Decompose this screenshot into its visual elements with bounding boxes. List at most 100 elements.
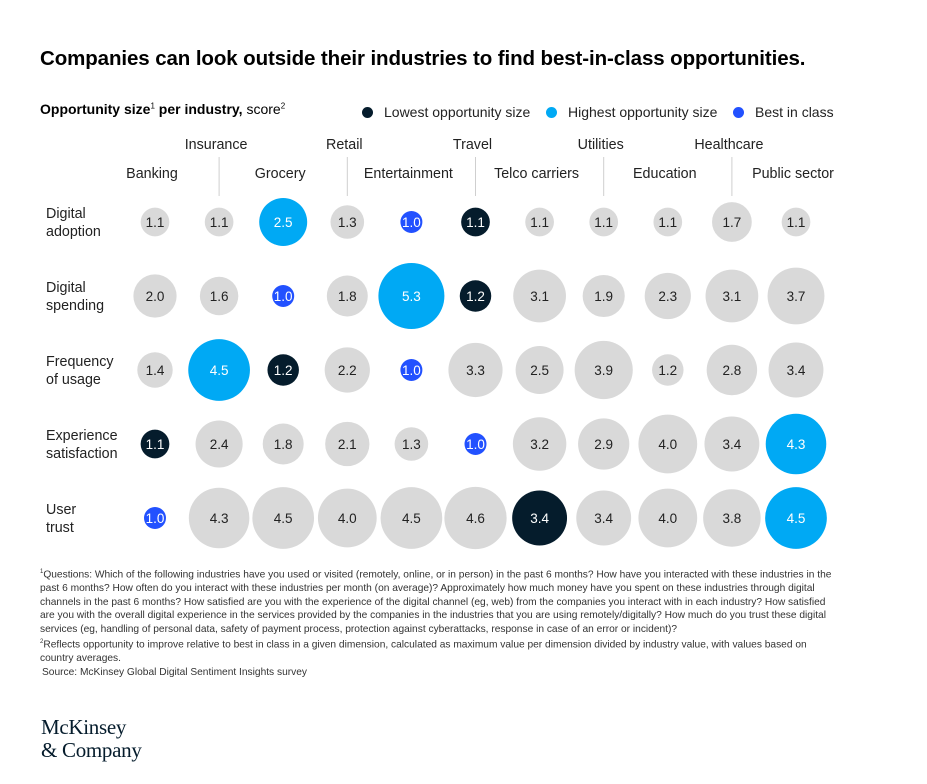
bubble-value-label: 2.8 (723, 363, 742, 378)
footnote-marker-1: 1 (150, 101, 155, 111)
bubble (706, 344, 758, 396)
bubble-value-label: 1.9 (594, 289, 613, 304)
bubble (638, 488, 698, 548)
column-label: Telco carriers (494, 166, 579, 182)
legend-label-lowest: Lowest opportunity size (384, 104, 531, 120)
bubble (525, 207, 554, 237)
bubble-value-label: 3.3 (466, 363, 485, 378)
bubble-chart: Banking Insurance Grocery RetailEntertainme… (46, 137, 834, 550)
bubble (448, 342, 503, 398)
bubble-value-label: 3.7 (787, 289, 806, 304)
row-label: Digital adoption (46, 206, 101, 240)
bubble-value-label: 1.0 (146, 511, 165, 526)
bubble-value-label: 1.1 (146, 437, 165, 452)
footnote-marker-2: 2 (280, 101, 286, 111)
bubble (394, 427, 429, 461)
bubble-value-label: 4.3 (210, 511, 229, 526)
bubble-value-label: 1.2 (466, 289, 485, 304)
bubble (272, 285, 295, 307)
footnote-2-text: Reflects opportunity to improve relative… (40, 639, 807, 665)
bubble-value-label: 3.2 (530, 437, 549, 452)
row-label: Frequency of usage (46, 354, 114, 388)
bubble (140, 429, 170, 459)
footnote-2: 2Reflects opportunity to improve relativ… (40, 636, 840, 666)
bubble-value-label: 3.4 (594, 511, 613, 526)
bubble (578, 418, 630, 470)
bubble-value-label: 1.8 (274, 437, 293, 452)
bubble (380, 487, 443, 549)
bubble-value-label: 3.4 (787, 363, 806, 378)
bubble (400, 359, 423, 381)
bubble-value-label: 1.2 (274, 363, 293, 378)
footnotes: 1Questions: Which of the following indus… (40, 566, 840, 680)
bubble (464, 433, 487, 455)
bubble (140, 207, 170, 237)
chart-title: Companies can look outside their industr… (40, 47, 806, 70)
bubble (768, 342, 824, 398)
bubble-value-label: 4.6 (466, 511, 485, 526)
bubble (262, 423, 304, 465)
bubble-value-label: 2.0 (146, 289, 165, 304)
bubble-value-label: 4.0 (658, 437, 677, 452)
row-label: Experience satisfaction (46, 428, 118, 462)
bubble-value-label: 1.7 (723, 215, 742, 230)
legend-swatch-best (733, 106, 744, 118)
row-label: User trust (46, 502, 76, 536)
bubble (512, 490, 568, 546)
subtitle-measure: Opportunity size (40, 101, 151, 117)
row-label: Digital spending (46, 280, 104, 314)
bubble-value-label: 3.4 (530, 511, 549, 526)
bubble-value-label: 4.0 (338, 511, 357, 526)
bubble-value-label: 2.3 (658, 289, 677, 304)
bubble-value-label: 1.3 (338, 215, 357, 230)
bubble-value-label: 1.1 (210, 215, 229, 230)
bubble-value-label: 5.3 (402, 289, 421, 304)
bubble-value-label: 1.1 (658, 215, 677, 230)
bubble (267, 354, 299, 386)
bubble (704, 416, 760, 472)
bubble (653, 207, 683, 237)
bubble (765, 413, 827, 475)
bubble (765, 487, 827, 549)
bubble (703, 489, 761, 547)
footnote-1: 1Questions: Which of the following indus… (40, 566, 840, 636)
bubble (512, 417, 567, 471)
chart-subtitle: Opportunity size1 per industry, score2 (40, 101, 285, 117)
bubble (515, 346, 564, 394)
bubble (324, 347, 370, 393)
bubble-value-label: 4.5 (274, 511, 293, 526)
bubble (576, 490, 632, 546)
column-label: Retail (326, 137, 363, 153)
bubble-value-label: 1.1 (787, 215, 806, 230)
bubble (459, 280, 492, 312)
bubble-value-label: 1.0 (402, 215, 421, 230)
bubble (325, 421, 370, 467)
bubble-value-label: 3.9 (594, 363, 613, 378)
bubble (326, 275, 368, 317)
bubble-value-label: 2.4 (210, 437, 229, 452)
bubble-value-label: 4.3 (787, 437, 806, 452)
legend-label-best: Best in class (755, 104, 834, 120)
bubble-value-label: 1.4 (146, 363, 165, 378)
legend-swatch-highest (546, 106, 557, 118)
bubble-value-label: 1.0 (274, 289, 293, 304)
bubble (317, 488, 377, 548)
bubble (513, 269, 566, 323)
column-label: Public sector (752, 166, 834, 182)
bubble (204, 207, 234, 237)
column-label: Banking (126, 166, 178, 182)
bubble-value-label: 3.1 (723, 289, 742, 304)
bubble (252, 487, 315, 549)
logo-line-1: McKinsey (41, 715, 127, 739)
bubble (638, 414, 698, 474)
bubble-value-label: 1.1 (466, 215, 485, 230)
bubble (589, 207, 619, 237)
bubble (574, 340, 633, 400)
footnote-1-marker: 1 (40, 569, 44, 575)
bubble (137, 352, 173, 388)
bubble-value-label: 1.1 (146, 215, 165, 230)
column-label: Travel (453, 137, 492, 153)
source-note: Source: McKinsey Global Digital Sentimen… (42, 666, 307, 678)
bubble (330, 205, 365, 239)
footnote-2-marker: 2 (40, 639, 44, 646)
